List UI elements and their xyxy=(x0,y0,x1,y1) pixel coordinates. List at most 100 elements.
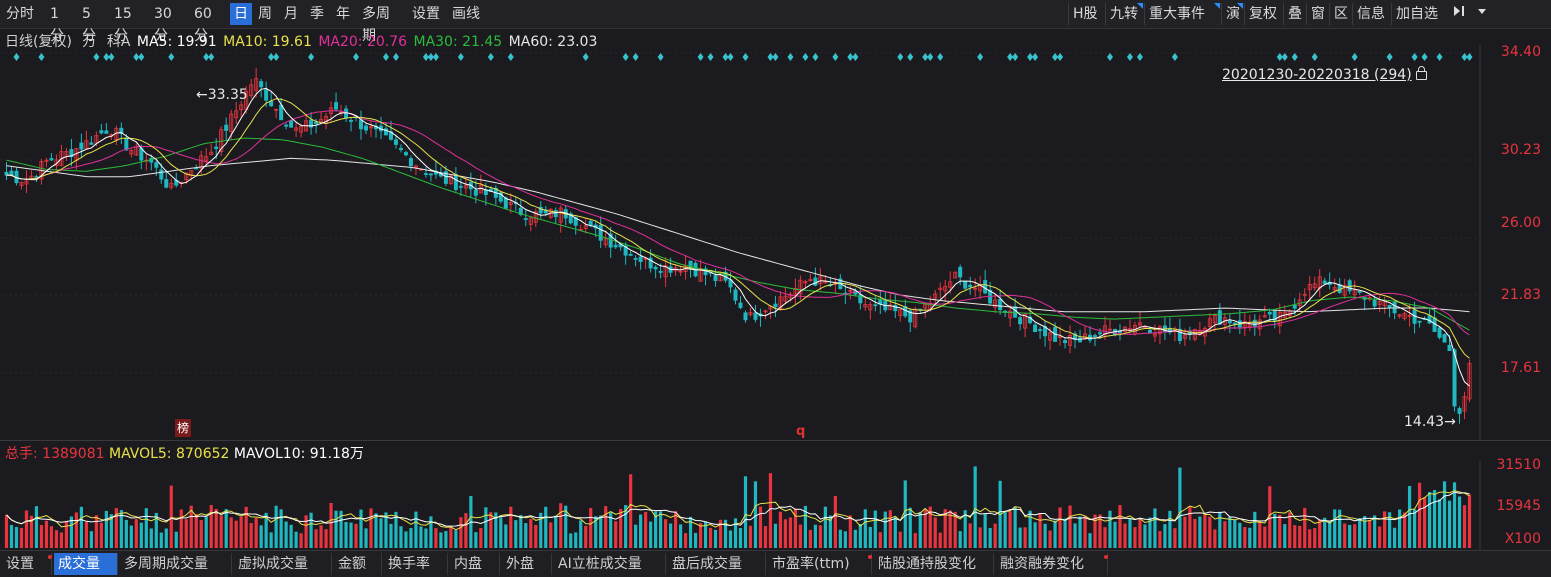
candle-body xyxy=(314,121,319,125)
volume-bar xyxy=(304,515,308,548)
candle-body xyxy=(269,100,274,107)
volume-bar xyxy=(843,531,847,548)
volume-bar xyxy=(424,528,428,548)
period-tab-11[interactable]: 多周期 xyxy=(362,6,390,44)
volume-bar xyxy=(1293,525,1297,548)
toolbar-button-0[interactable]: H股 xyxy=(1068,3,1104,25)
candle-body xyxy=(753,312,758,320)
expand-icon[interactable] xyxy=(1448,3,1470,25)
toolbar-button-9[interactable]: 加自选 xyxy=(1391,3,1443,25)
candle-body xyxy=(129,150,134,155)
candle-body xyxy=(1397,314,1402,317)
candle-body xyxy=(898,309,903,316)
q-marker[interactable]: q xyxy=(796,424,806,439)
volume-bar xyxy=(199,520,203,548)
toolbar-button-4[interactable]: 复权 xyxy=(1244,3,1282,25)
period-tab-6[interactable]: 日 xyxy=(230,3,252,25)
signal-diamond-icon xyxy=(1012,53,1019,61)
chart-divider xyxy=(0,440,1551,441)
range-label[interactable]: 20201230-20220318 (294) xyxy=(1222,66,1427,83)
indicator-tab-0[interactable]: 设置 xyxy=(2,553,52,575)
candle-body xyxy=(893,305,898,312)
volume-bar xyxy=(1298,525,1302,548)
indicator-tab-7[interactable]: 外盘 xyxy=(502,553,552,575)
toolbar-button-8[interactable]: 信息 xyxy=(1352,3,1390,25)
volume-bar xyxy=(89,531,93,548)
signal-diamond-icon xyxy=(392,53,399,61)
volume-bar xyxy=(748,525,753,548)
candle-body xyxy=(1372,299,1377,307)
price-chart[interactable] xyxy=(0,45,1551,440)
volume-bar xyxy=(838,529,842,548)
volume-bar xyxy=(599,515,603,548)
volume-bar xyxy=(384,512,388,548)
toolbar-button-2[interactable]: 重大事件 xyxy=(1144,3,1220,25)
indicator-tab-12[interactable]: 融资融券变化 xyxy=(996,553,1108,575)
chevron-down-icon[interactable] xyxy=(1472,3,1490,25)
signal-diamond-icon xyxy=(1351,53,1358,61)
volume-bar xyxy=(673,511,678,548)
signal-diamond-icon xyxy=(772,53,779,61)
volume-bar xyxy=(1432,489,1437,548)
candle-body xyxy=(34,176,39,178)
candle-body xyxy=(1442,333,1447,343)
volume-bar xyxy=(1068,505,1072,548)
indicator-tab-4[interactable]: 金额 xyxy=(334,553,382,575)
candle-body xyxy=(923,304,928,309)
period-tab-8[interactable]: 月 xyxy=(284,6,298,22)
candle-body xyxy=(1352,289,1357,296)
volume-bar xyxy=(119,510,123,548)
candle-body xyxy=(284,124,289,127)
candle-body xyxy=(528,217,533,225)
period-tab-7[interactable]: 周 xyxy=(258,6,272,22)
period-tab-5[interactable]: 60分 xyxy=(194,6,212,44)
toolbar-button-7[interactable]: 区 xyxy=(1329,3,1351,25)
period-tab-13[interactable]: 画线 xyxy=(452,6,480,22)
candle-body xyxy=(868,304,873,311)
candle-body xyxy=(154,162,159,168)
volume-bar xyxy=(1263,526,1267,548)
period-tab-4[interactable]: 30分 xyxy=(154,6,172,44)
mavol5-value: MAVOL5: 870652 xyxy=(108,446,230,462)
volume-chart[interactable] xyxy=(0,460,1551,550)
candle-body xyxy=(403,152,408,156)
volume-bar xyxy=(893,517,897,548)
toolbar-button-1[interactable]: 九转 xyxy=(1105,3,1143,25)
indicator-tab-10[interactable]: 市盈率(ttm) xyxy=(768,553,872,575)
period-tab-1[interactable]: 1分 xyxy=(50,6,64,44)
volume-bar xyxy=(1093,514,1097,548)
candle-body xyxy=(463,184,468,189)
rank-badge[interactable]: 榜 xyxy=(175,419,191,437)
indicator-tab-3[interactable]: 虚拟成交量 xyxy=(234,553,332,575)
signal-diamond-icon xyxy=(767,53,774,61)
candle-body xyxy=(973,287,978,290)
indicator-tab-5[interactable]: 换手率 xyxy=(384,553,448,575)
indicator-tab-8[interactable]: AI立桩成交量 xyxy=(554,553,666,575)
volume-bar xyxy=(1393,527,1397,548)
volume-bar xyxy=(529,519,533,548)
chart-type-label[interactable]: 日线(复权) xyxy=(5,34,72,50)
period-tab-10[interactable]: 年 xyxy=(336,6,350,22)
volume-bar xyxy=(1113,521,1117,548)
period-tab-0[interactable]: 分时 xyxy=(6,6,34,22)
volume-bar xyxy=(858,523,862,548)
period-tab-12[interactable]: 设置 xyxy=(412,6,440,22)
period-tab-3[interactable]: 15分 xyxy=(114,6,132,44)
indicator-tab-1[interactable]: 成交量 xyxy=(54,553,118,575)
indicator-tab-11[interactable]: 陆股通持股变化 xyxy=(874,553,994,575)
volume-bar xyxy=(394,511,398,548)
volume-bar xyxy=(703,521,708,548)
high-value: 33.35 xyxy=(207,87,248,103)
ma60-line xyxy=(6,157,1470,313)
indicator-tab-6[interactable]: 内盘 xyxy=(450,553,500,575)
period-tab-9[interactable]: 季 xyxy=(310,6,324,22)
toolbar-button-5[interactable]: 叠 xyxy=(1283,3,1305,25)
indicator-tab-9[interactable]: 盘后成交量 xyxy=(668,553,766,575)
lock-icon[interactable] xyxy=(1415,66,1427,80)
indicator-tab-2[interactable]: 多周期成交量 xyxy=(120,553,232,575)
period-tab-2[interactable]: 5分 xyxy=(82,6,96,44)
toolbar-button-6[interactable]: 窗 xyxy=(1306,3,1328,25)
toolbar-button-3[interactable]: 演 xyxy=(1221,3,1243,25)
volume-bar xyxy=(169,485,173,548)
volume-bar xyxy=(69,516,74,548)
